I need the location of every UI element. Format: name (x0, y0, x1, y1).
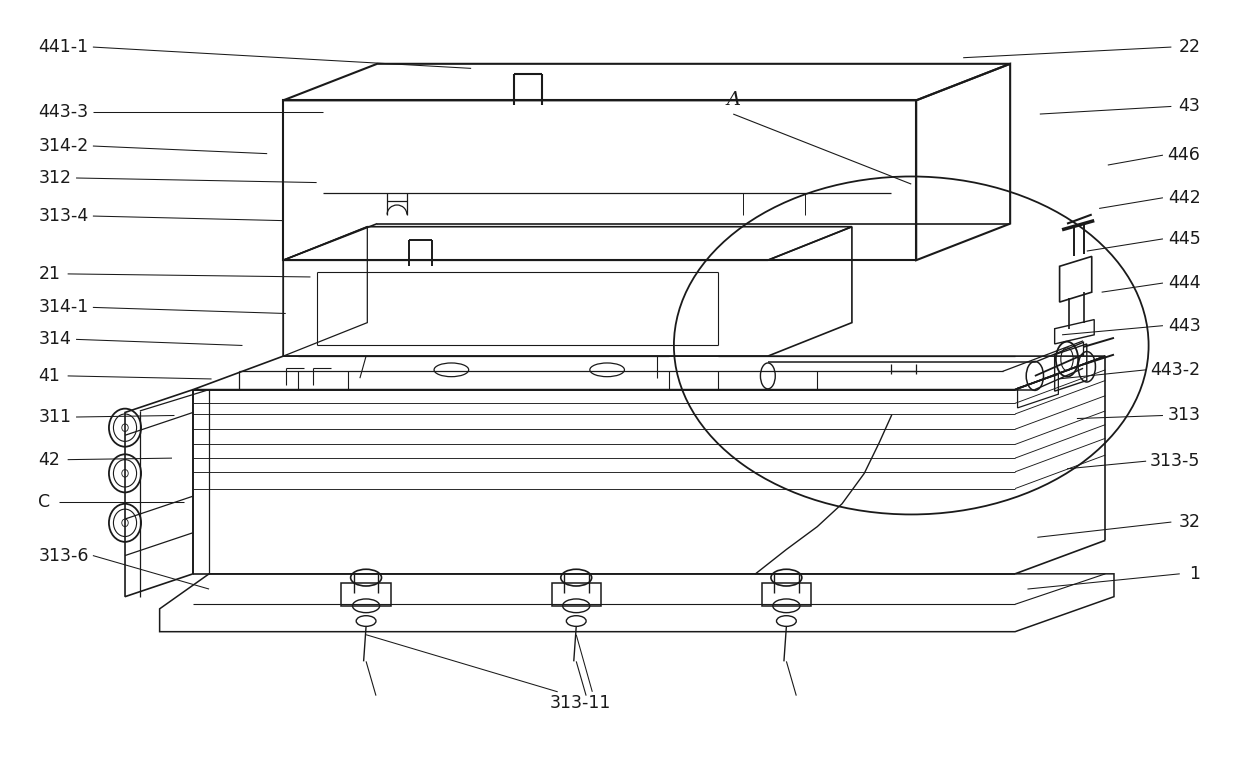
Text: 441-1: 441-1 (38, 38, 89, 56)
Text: 32: 32 (1178, 513, 1201, 531)
Text: 41: 41 (38, 367, 61, 385)
Text: 313: 313 (1167, 406, 1201, 425)
Text: 313-11: 313-11 (549, 694, 611, 712)
Text: 312: 312 (38, 169, 72, 187)
Text: 22: 22 (1178, 38, 1201, 56)
Text: 442: 442 (1168, 189, 1201, 207)
Text: 21: 21 (38, 265, 61, 283)
Text: 443-2: 443-2 (1150, 361, 1201, 379)
Text: 443-3: 443-3 (38, 103, 89, 121)
Text: 314: 314 (38, 330, 72, 348)
Text: 43: 43 (1178, 98, 1201, 115)
Text: 445: 445 (1168, 230, 1201, 248)
Text: 313-5: 313-5 (1150, 452, 1201, 470)
Text: 444: 444 (1168, 274, 1201, 292)
Text: 446: 446 (1167, 146, 1201, 164)
Text: 42: 42 (38, 451, 61, 468)
Text: 314-2: 314-2 (38, 137, 89, 155)
Text: 313-6: 313-6 (38, 546, 89, 565)
Text: 313-4: 313-4 (38, 207, 89, 225)
Text: 443: 443 (1168, 316, 1201, 335)
Text: C: C (38, 494, 51, 511)
Text: 1: 1 (1189, 565, 1201, 583)
Text: 314-1: 314-1 (38, 299, 89, 316)
Text: 311: 311 (38, 408, 72, 426)
Text: A: A (726, 92, 740, 109)
